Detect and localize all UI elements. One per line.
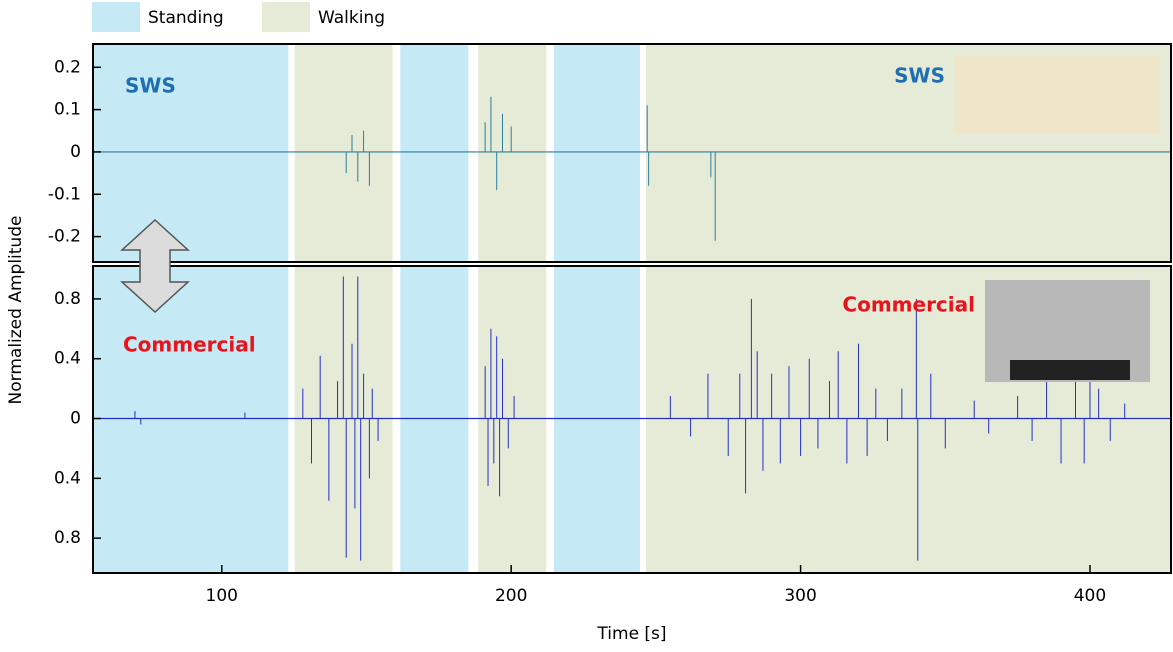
region <box>400 266 469 573</box>
legend-swatch <box>262 2 310 32</box>
y-tick-label: 0.4 <box>54 468 81 488</box>
legend-label: Walking <box>318 8 385 28</box>
panel-label: SWS <box>125 74 176 98</box>
sws-photo <box>955 56 1160 134</box>
region <box>400 44 469 262</box>
region <box>478 44 547 262</box>
y-tick-label: 0.1 <box>54 100 81 120</box>
y-tick-label: 0.8 <box>54 528 81 548</box>
y-axis-label: Normalized Amplitude <box>6 216 26 405</box>
panel-label: Commercial <box>842 293 975 317</box>
y-tick-label: 0.8 <box>54 289 81 309</box>
x-tick-label: 300 <box>784 586 816 606</box>
y-tick-label: 0 <box>70 142 81 162</box>
x-axis-label: Time [s] <box>596 624 666 644</box>
commercial-photo-base <box>1010 360 1130 380</box>
decorations <box>120 56 1160 382</box>
x-tick-label: 100 <box>206 586 238 606</box>
y-tick-label: 0 <box>70 409 81 429</box>
legend-label: Standing <box>148 8 224 28</box>
region <box>554 44 640 262</box>
region <box>93 44 289 262</box>
panels: Standing Walking -0.2 -0.1 0 0.1 0.2 SWS SWS Norm… <box>6 2 1172 644</box>
panel-label: Commercial <box>123 333 256 357</box>
panel-label: SWS <box>894 64 945 88</box>
panel-frame <box>92 43 1172 263</box>
y-tick-label: 0.4 <box>54 349 81 369</box>
region <box>554 266 640 573</box>
x-tick-label: 200 <box>495 586 527 606</box>
y-tick-label: -0.1 <box>48 184 81 204</box>
region <box>478 266 547 573</box>
legend-swatch <box>92 2 140 32</box>
y-tick-label: 0.2 <box>54 57 81 77</box>
double-arrow <box>120 218 190 314</box>
y-tick-label: -0.2 <box>48 227 81 247</box>
x-tick-label: 400 <box>1074 586 1106 606</box>
region <box>93 266 289 573</box>
panel-frame <box>92 265 1172 574</box>
region <box>294 44 393 262</box>
